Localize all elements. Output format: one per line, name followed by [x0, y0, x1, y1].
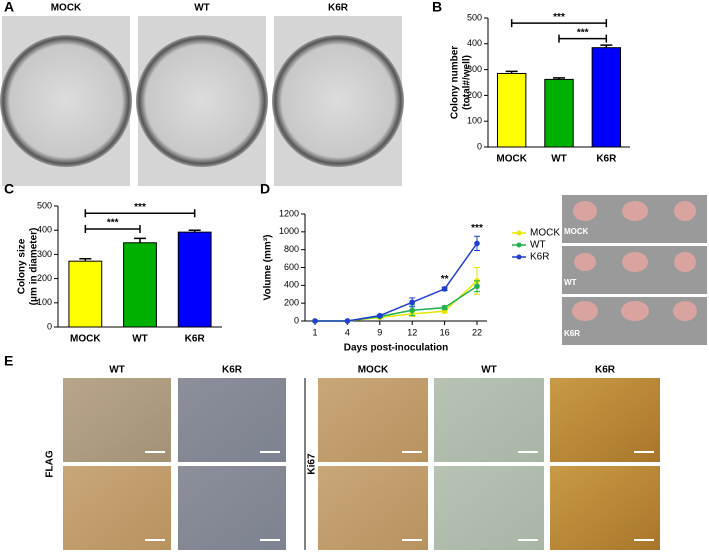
photo-label: K6R — [564, 329, 580, 338]
x-tick-label: 1 — [312, 327, 317, 337]
legend-label: WT — [530, 240, 546, 251]
series-line — [315, 242, 478, 322]
x-tick-label: 16 — [440, 327, 450, 337]
y-tick-label: 0 — [477, 141, 482, 151]
legend-label: MOCK — [530, 228, 560, 239]
y-tick-label: 400 — [37, 225, 52, 235]
legend-marker — [516, 254, 522, 260]
panel-letter: A — [4, 0, 14, 15]
tumor-photos — [562, 195, 707, 345]
x-tick-label: K6R — [185, 334, 206, 345]
y-tick-label: 500 — [37, 200, 52, 210]
y-axis-label: Volume (mm³) — [263, 235, 274, 301]
bar — [68, 260, 103, 328]
error-bar — [600, 44, 613, 48]
significance-label: *** — [107, 218, 119, 229]
y-tick-label: 100 — [467, 116, 482, 126]
panel-letter: E — [4, 353, 13, 369]
y-axis-label: (total#/well) — [462, 55, 473, 110]
x-tick-label: 22 — [472, 327, 482, 337]
legend-marker — [516, 230, 522, 236]
y-tick-label: 1200 — [279, 208, 299, 218]
point — [474, 240, 480, 247]
point — [344, 318, 351, 324]
point — [377, 312, 383, 319]
y-tick-label: 400 — [284, 280, 299, 290]
row-label: Ki67 — [307, 453, 318, 475]
point — [409, 307, 416, 314]
y-tick-label: 400 — [467, 38, 482, 48]
y-tick-label: 200 — [37, 273, 52, 283]
bar — [591, 47, 622, 148]
bar — [123, 242, 157, 328]
x-axis-label: Days post-inoculation — [344, 343, 448, 354]
x-tick-label: K6R — [596, 154, 617, 165]
y-axis-label: Colony number — [450, 46, 461, 119]
y-tick-label: 300 — [37, 249, 52, 259]
error-bar — [553, 77, 565, 80]
dish-label: WT — [194, 3, 210, 14]
significance-bracket — [558, 34, 608, 43]
column-label: WT — [481, 365, 497, 376]
y-tick-label: 0 — [47, 321, 52, 331]
significance-label: *** — [471, 223, 483, 234]
column-label: MOCK — [358, 365, 389, 376]
x-tick-label: MOCK — [70, 334, 101, 345]
legend-marker — [516, 242, 522, 248]
point — [409, 299, 416, 306]
significance-bracket — [510, 19, 608, 28]
y-tick-label: 200 — [284, 298, 299, 308]
x-tick-label: MOCK — [496, 154, 527, 165]
error-bar — [505, 70, 518, 74]
x-tick-label: WT — [132, 334, 148, 345]
x-tick-label: 4 — [345, 327, 350, 337]
y-tick-label: 800 — [284, 244, 299, 254]
y-tick-label: 600 — [284, 262, 299, 272]
point — [441, 304, 448, 311]
error-bar — [134, 237, 146, 243]
bar — [496, 72, 527, 148]
y-tick-label: 200 — [467, 90, 482, 100]
x-tick-label: 9 — [377, 327, 382, 337]
y-axis-label: Colony size — [17, 238, 28, 294]
x-tick-label: WT — [551, 154, 567, 165]
y-tick-label: 500 — [467, 12, 482, 22]
y-tick-label: 0 — [294, 315, 299, 325]
ihc-images — [63, 378, 660, 550]
significance-label: ** — [441, 274, 449, 285]
dish-label: MOCK — [51, 3, 82, 14]
column-label: WT — [109, 365, 125, 376]
series-line — [315, 280, 478, 322]
significance-label: *** — [134, 202, 146, 213]
bar — [544, 78, 574, 148]
column-label: K6R — [595, 365, 616, 376]
legend-label: K6R — [530, 252, 549, 263]
dish-images — [0, 16, 404, 186]
bar — [177, 231, 212, 328]
photo-label: MOCK — [564, 227, 589, 236]
point — [474, 283, 480, 290]
significance-bracket — [84, 209, 196, 218]
error-bar — [79, 258, 92, 262]
panel-letter: C — [4, 181, 14, 197]
significance-bracket — [84, 224, 141, 233]
significance-label: *** — [577, 27, 589, 38]
x-tick-label: 12 — [407, 327, 417, 337]
error-bar — [188, 229, 201, 233]
y-axis-label: (μm in diameter) — [29, 228, 40, 306]
y-tick-label: 300 — [467, 64, 482, 74]
point — [441, 286, 448, 292]
panel-letter: D — [260, 181, 270, 197]
row-label: FLAG — [45, 450, 56, 477]
column-label: K6R — [222, 365, 243, 376]
panel-letter: B — [432, 0, 442, 15]
photo-label: WT — [564, 278, 577, 287]
point — [312, 318, 318, 324]
y-tick-label: 100 — [37, 297, 52, 307]
significance-label: *** — [553, 12, 565, 23]
y-tick-label: 1000 — [279, 226, 299, 236]
dish-label: K6R — [328, 3, 349, 14]
